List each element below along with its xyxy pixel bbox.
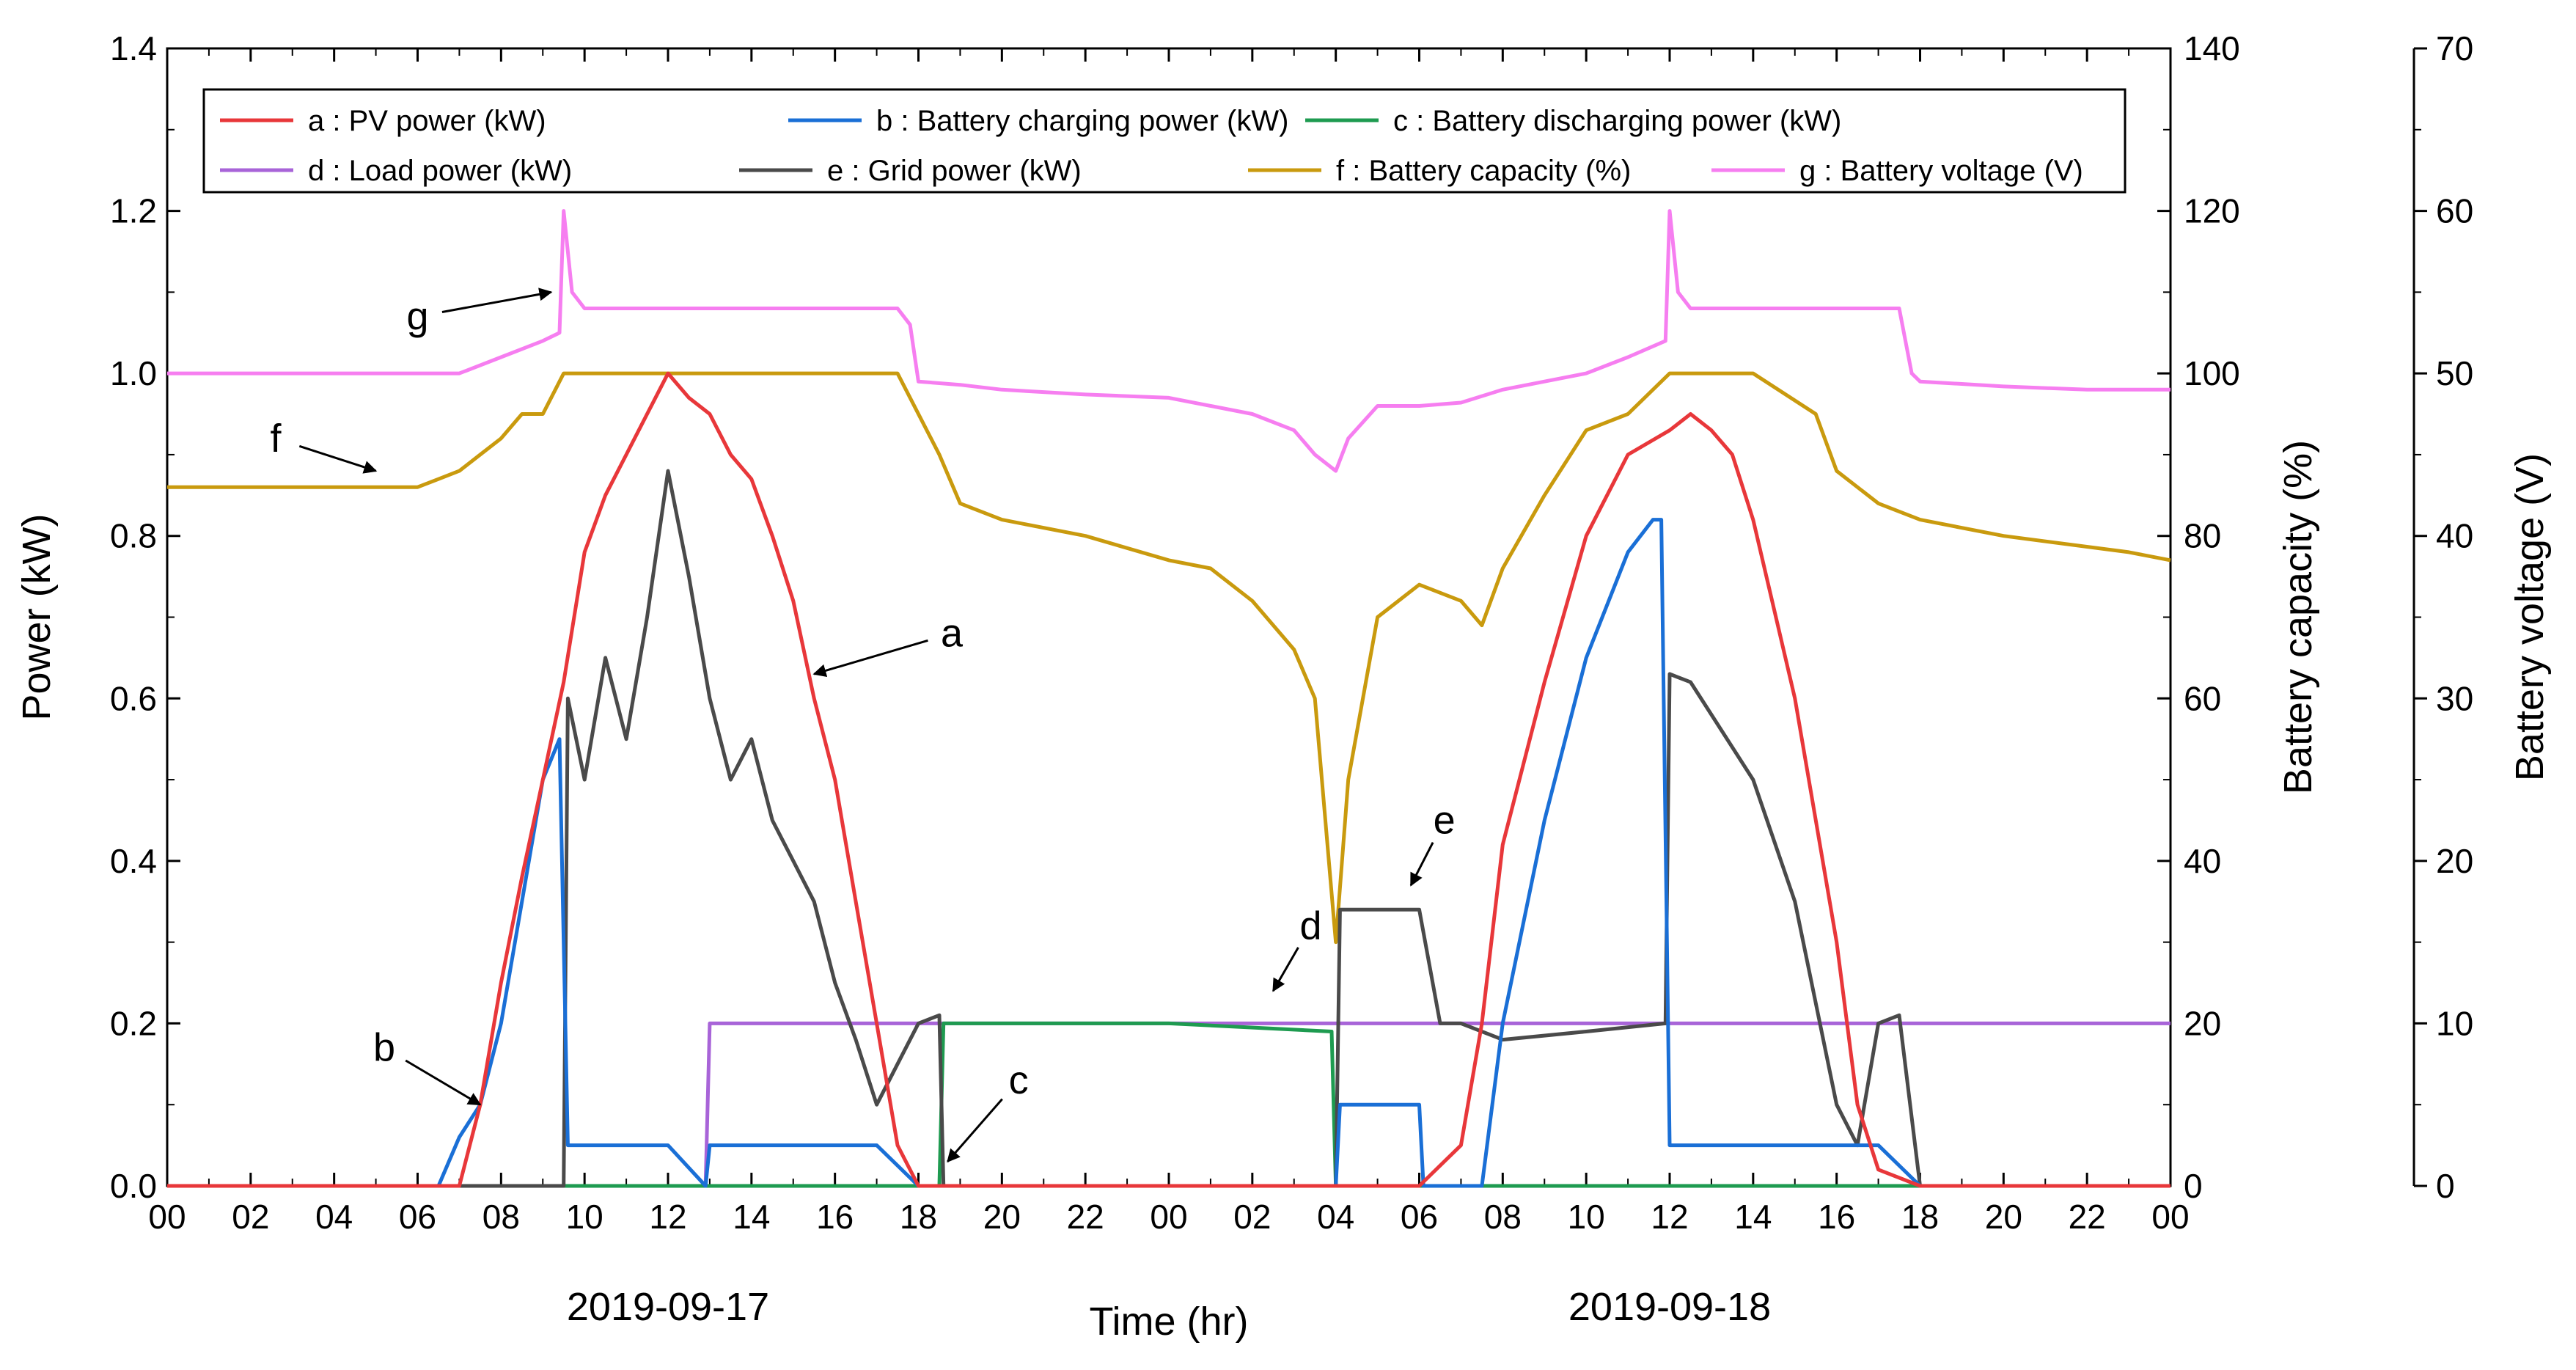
y-right-tick-label: 120: [2184, 192, 2240, 230]
callout-arrow: [1409, 842, 1434, 887]
legend-label-d: d : Load power (kW): [308, 155, 572, 187]
series-line-d: [167, 1021, 2170, 1188]
x-axis-title: Time (hr): [1090, 1300, 1249, 1344]
y-right2-tick-label: 10: [2436, 1004, 2473, 1042]
y-left-tick-label: 1.2: [110, 192, 157, 230]
legend-label-a: a : PV power (kW): [308, 105, 546, 137]
callout-arrow: [1272, 947, 1299, 992]
y-left-tick-label: 0.2: [110, 1004, 157, 1042]
x-tick-label: 04: [315, 1198, 353, 1236]
legend-label-c: c : Battery discharging power (kW): [1393, 105, 1841, 137]
annotation-layer: a b c d e f g: [270, 287, 1456, 1163]
series-line-f: [167, 371, 2171, 945]
y-left-tick-label: 0.0: [110, 1167, 157, 1205]
callout-label: d: [1299, 904, 1321, 948]
x-tick-label: 02: [232, 1198, 269, 1236]
y-left-tick-label: 0.6: [110, 679, 157, 717]
y-right2-tick-label: 60: [2436, 192, 2473, 230]
callout-label: f: [270, 417, 282, 461]
plot-frame: [166, 47, 2172, 1187]
x-tick-label: 14: [733, 1198, 770, 1236]
y-left-axis-title: Power (kW): [15, 514, 59, 721]
series-line-a: [167, 371, 2170, 1188]
x-tick-label: 04: [1317, 1198, 1354, 1236]
y-left-tick-label: 0.8: [110, 517, 157, 555]
x-tick-label: 16: [1818, 1198, 1855, 1236]
legend-frame: [202, 88, 2127, 194]
x-tick-label: 08: [1484, 1198, 1522, 1236]
y-left-tick-label: 0.4: [110, 842, 157, 880]
y-right-tick-label: 40: [2184, 842, 2221, 880]
x-tick-label: 12: [649, 1198, 686, 1236]
x-tick-label: 10: [1568, 1198, 1605, 1236]
legend-label-b: b : Battery charging power (kW): [876, 105, 1288, 137]
y-right-axis-title: Battery capacity (%): [2276, 440, 2320, 794]
x-tick-label: 02: [1233, 1198, 1271, 1236]
callout-label: b: [373, 1026, 395, 1070]
x-tick-label: 18: [1901, 1198, 1939, 1236]
x-tick-label: 00: [2151, 1198, 2189, 1236]
y-left-tick-label: 1.0: [110, 354, 157, 392]
x-tick-label: 20: [1985, 1198, 2022, 1236]
callout-label: e: [1434, 798, 1456, 842]
callout-label: a: [941, 612, 964, 656]
series-line-c: [167, 1021, 2170, 1188]
labels-layer: Time (hr) Power (kW) Battery capacity (%) B…: [15, 440, 2552, 1344]
series-line-e: [167, 469, 2170, 1188]
callout-arrow: [298, 444, 378, 474]
x-tick-label: 08: [482, 1198, 520, 1236]
x-tick-label: 16: [816, 1198, 854, 1236]
x-tick-label: 14: [1734, 1198, 1772, 1236]
legend-label-g: g : Battery voltage (V): [1799, 155, 2083, 187]
y-left-tick-label: 1.4: [110, 29, 157, 67]
x-tick-label: 22: [1067, 1198, 1104, 1236]
y-right-tick-label: 60: [2184, 679, 2221, 717]
series-line-b: [167, 518, 2170, 1188]
y-right-tick-label: 140: [2184, 29, 2240, 67]
callout-arrow: [405, 1059, 482, 1106]
x-tick-label: 22: [2069, 1198, 2106, 1236]
y-right-tick-label: 80: [2184, 517, 2221, 555]
callout-arrow: [441, 287, 553, 313]
legend-label-e: e : Grid power (kW): [827, 155, 1082, 187]
date-label: 2019-09-17: [567, 1285, 769, 1329]
x-tick-label: 06: [1401, 1198, 1438, 1236]
y-right2-tick-label: 40: [2436, 517, 2473, 555]
legend-label-f: f : Battery capacity (%): [1336, 155, 1631, 187]
callout-arrow: [812, 639, 928, 678]
x-tick-label: 00: [148, 1198, 186, 1236]
series-layer: [167, 209, 2171, 1188]
x-tick-label: 00: [1150, 1198, 1187, 1236]
y-right2-tick-label: 20: [2436, 842, 2473, 880]
callout-label: g: [406, 295, 428, 339]
y-right2-axis-title: Battery voltage (V): [2508, 453, 2552, 781]
y-right-tick-label: 0: [2184, 1167, 2203, 1205]
legend: a : PV power (kW) b : Battery charging po…: [202, 88, 2127, 194]
callout-label: c: [1009, 1058, 1029, 1102]
date-label: 2019-09-18: [1568, 1285, 1771, 1329]
axes-layer: 00 02 04 06 08 10 12 14 16 18 20 22 00 02 04 06 08 10 12 14…: [110, 29, 2473, 1236]
y-right2-tick-label: 50: [2436, 354, 2473, 392]
x-tick-label: 20: [983, 1198, 1021, 1236]
x-tick-label: 12: [1651, 1198, 1688, 1236]
y-right-tick-label: 20: [2184, 1004, 2221, 1042]
x-tick-label: 10: [566, 1198, 603, 1236]
y-right-tick-label: 100: [2184, 354, 2240, 392]
x-tick-label: 18: [900, 1198, 937, 1236]
y-right2-tick-label: 70: [2436, 29, 2473, 67]
y-right2-tick-label: 30: [2436, 679, 2473, 717]
y-right2-tick-label: 0: [2436, 1167, 2455, 1205]
series-line-g: [167, 209, 2170, 473]
x-tick-label: 06: [399, 1198, 436, 1236]
callout-arrow: [947, 1098, 1003, 1163]
